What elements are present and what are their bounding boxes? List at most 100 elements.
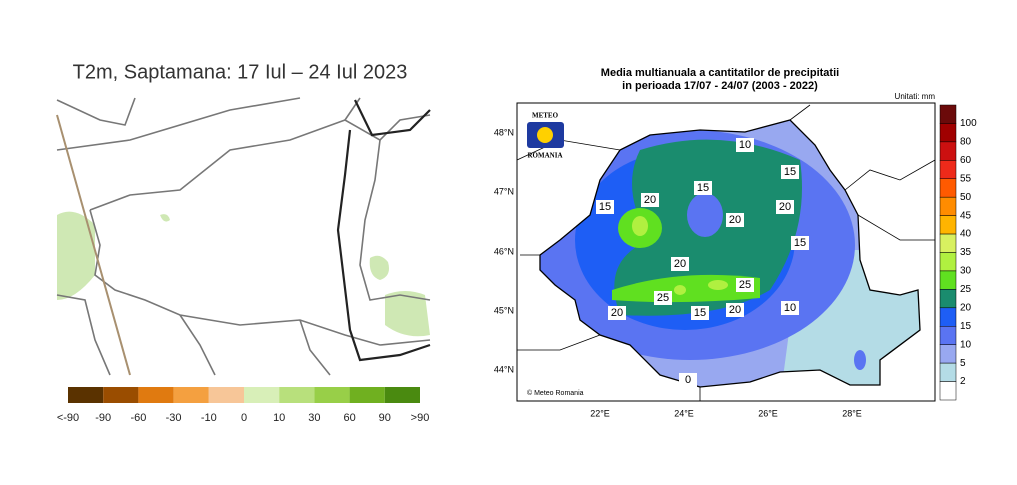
country-border: [539, 119, 921, 388]
legend-label: 2: [960, 376, 966, 387]
legend-label: 60: [343, 412, 355, 424]
legend-label: 90: [379, 412, 391, 424]
anomaly-area: [385, 291, 430, 337]
contour-label-box: [726, 303, 744, 317]
legend-label: 5: [960, 358, 966, 369]
contour-label-box: [694, 181, 712, 195]
contour-label: 15: [694, 307, 706, 319]
legend-label: -30: [166, 412, 182, 424]
legend-label: >90: [411, 412, 430, 424]
legend-swatch: [939, 362, 957, 382]
legend-label: 80: [960, 137, 972, 148]
contour-label: 15: [794, 237, 806, 249]
right-map: METEO ROMANIA © Meteo Romania: [516, 102, 936, 402]
legend-swatch: [279, 387, 315, 403]
legend-label: -10: [201, 412, 217, 424]
contour-label-box: [791, 236, 809, 250]
contour-label: 20: [644, 194, 656, 206]
units: Unitati: mm: [895, 92, 936, 101]
contour-label-box: [641, 193, 659, 207]
legend-label: 55: [960, 173, 972, 184]
legend-label: 60: [960, 155, 972, 166]
contour-label-box: [596, 200, 614, 214]
legend-label: 15: [960, 321, 972, 332]
right-title: Media multianuala a cantitatilor de prec…: [601, 67, 839, 79]
legend-label: -60: [130, 412, 146, 424]
legend-swatch: [939, 233, 957, 253]
right-title: in perioada 17/07 - 24/07 (2003 - 2022): [622, 80, 818, 92]
precip-area: [687, 193, 723, 237]
legend-label: 100: [960, 118, 977, 129]
contour-label: 15: [784, 166, 796, 178]
borders: [56, 97, 431, 376]
contour-label: 20: [674, 258, 686, 270]
legend-label: 20: [960, 302, 972, 313]
contour-label-box: [736, 278, 754, 292]
legend-label: 10: [273, 412, 285, 424]
legend-swatch: [138, 387, 174, 403]
contour-label: 10: [739, 139, 751, 151]
contour-label: 15: [697, 182, 709, 194]
legend-swatch: [939, 289, 957, 309]
contour-label-box: [781, 165, 799, 179]
legend-swatch: [173, 387, 209, 403]
legend-label: 50: [960, 192, 972, 203]
contour-label: 25: [657, 292, 669, 304]
lat-label: 47°N: [494, 186, 514, 196]
contour-label: 25: [739, 279, 751, 291]
legend-swatch: [349, 387, 385, 403]
legend-label: 45: [960, 210, 972, 221]
lon-label: 28°E: [842, 408, 862, 418]
legend-label: 0: [241, 412, 247, 424]
precip-area: [632, 216, 648, 236]
map-bg: [57, 98, 430, 375]
logo: [537, 127, 553, 143]
legend-swatch: [939, 307, 957, 327]
contour-label-box: [654, 291, 672, 305]
contour-label: 10: [784, 302, 796, 314]
credit: © Meteo Romania: [527, 389, 584, 397]
legend-swatch: [314, 387, 350, 403]
legend-label: 40: [960, 229, 972, 240]
legend-swatch: [244, 387, 280, 403]
legend-label: 10: [960, 339, 972, 350]
contour-label: 20: [611, 307, 623, 319]
contour-label-box: [671, 257, 689, 271]
legend-swatch: [939, 252, 957, 272]
legend-swatch: [939, 270, 957, 290]
left-colorbar: <-90 -90 -60 -30 -10 0 10 30 60 90 >90: [57, 387, 430, 424]
lat-label: 44°N: [494, 364, 514, 374]
legend-swatch: [939, 178, 957, 198]
anomaly-area: [160, 214, 170, 222]
legend-label: 25: [960, 284, 972, 295]
contour-label-box: [726, 213, 744, 227]
legend-swatch: [939, 344, 957, 364]
legend-swatch: [68, 387, 104, 403]
left-map: [56, 97, 431, 376]
legend-swatch: [939, 104, 957, 124]
legend-swatch: [103, 387, 139, 403]
precip-area: [674, 285, 686, 295]
contour-label: 0: [685, 374, 691, 386]
coast: [336, 99, 431, 362]
legend-label: 30: [308, 412, 320, 424]
lat-label: 48°N: [494, 127, 514, 137]
contour-label-box: [608, 306, 626, 320]
legend-label: 35: [960, 247, 972, 258]
anomaly-area: [57, 211, 95, 300]
logo-text: METEO: [532, 112, 559, 120]
legend-swatch: [939, 160, 957, 179]
map-labels: 48°N 47°N 46°N 45°N 44°N 22°E 24°E 26°E 28°E 15 20…: [494, 127, 862, 418]
legend-swatch: [939, 326, 957, 345]
lon-label: 26°E: [758, 408, 778, 418]
lon-label: 24°E: [674, 408, 694, 418]
contour-label-box: [781, 301, 799, 315]
legend-swatch: [939, 215, 957, 235]
lon-label: 22°E: [590, 408, 610, 418]
contour-label-box: [691, 306, 709, 320]
precip-area: [708, 280, 728, 290]
legend-label: <-90: [57, 412, 79, 424]
legend-label: 30: [960, 266, 972, 277]
contour-label: 20: [729, 304, 741, 316]
